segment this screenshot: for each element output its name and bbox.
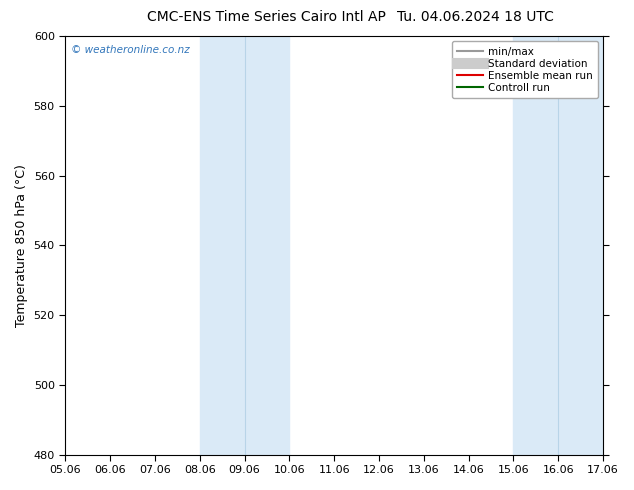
Bar xyxy=(200,36,289,455)
Legend: min/max, Standard deviation, Ensemble mean run, Controll run: min/max, Standard deviation, Ensemble me… xyxy=(451,41,598,98)
Y-axis label: Temperature 850 hPa (°C): Temperature 850 hPa (°C) xyxy=(15,164,28,327)
Text: Tu. 04.06.2024 18 UTC: Tu. 04.06.2024 18 UTC xyxy=(397,10,554,24)
Bar xyxy=(514,36,603,455)
Text: CMC-ENS Time Series Cairo Intl AP: CMC-ENS Time Series Cairo Intl AP xyxy=(147,10,385,24)
Text: © weatheronline.co.nz: © weatheronline.co.nz xyxy=(70,45,190,54)
